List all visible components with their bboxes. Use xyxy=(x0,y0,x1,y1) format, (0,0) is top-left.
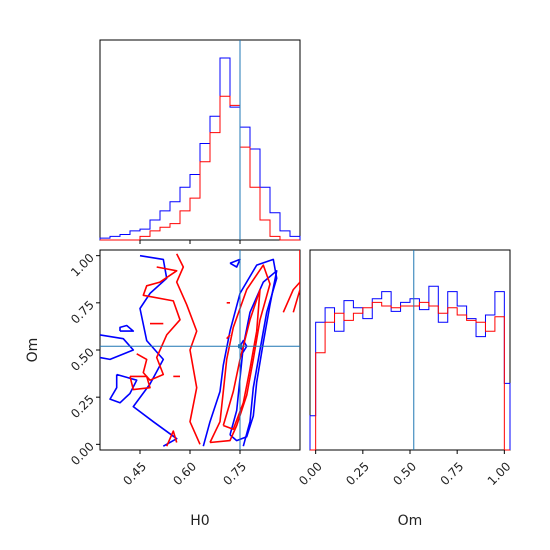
contour-red xyxy=(175,253,201,445)
contour-blue xyxy=(229,270,278,442)
h0-tick-label: 0.45 xyxy=(120,459,149,488)
om-tick-label: 0.75 xyxy=(68,298,97,327)
contour-blue xyxy=(202,258,278,447)
om-histogram-xlabel: Om xyxy=(398,513,423,529)
om-histogram-tick-label: 1.00 xyxy=(485,459,514,488)
h0-histogram-red-step xyxy=(100,95,300,241)
om-histogram-tick-label: 0.25 xyxy=(343,459,372,488)
h0-histogram-blue-step xyxy=(99,57,301,240)
contour-blue xyxy=(229,258,241,268)
contour-red xyxy=(226,334,231,340)
om-axis-ticks: 0.00 0.25 0.50 0.75 1.00 xyxy=(68,251,100,468)
om-tick-label: 0.25 xyxy=(68,392,97,421)
truth-marker xyxy=(238,344,242,349)
contour-red xyxy=(136,266,181,381)
contour-blue xyxy=(100,334,135,361)
contour-blue xyxy=(109,373,138,404)
contour-lines xyxy=(100,250,300,447)
h0-histogram-series xyxy=(99,57,301,241)
om-tick-label: 0.00 xyxy=(68,439,97,468)
contour-red xyxy=(165,430,178,447)
om-histogram-tick-label: 0.50 xyxy=(390,459,419,488)
h0-histogram-panel xyxy=(99,39,301,244)
om-histogram-panel: 0.00 0.25 0.50 0.75 1.00 Om xyxy=(296,249,514,529)
om-tick-label: 0.50 xyxy=(68,345,97,374)
h0-axis-ticks: 0.45 0.60 0.75 xyxy=(120,450,249,488)
om-histogram-tick-label: 0.00 xyxy=(296,459,325,488)
h0-histogram-frame xyxy=(99,39,301,241)
om-histogram-series xyxy=(309,285,511,451)
contour-red xyxy=(209,264,271,444)
h0-tick-label: 0.60 xyxy=(170,459,199,488)
om-histogram-tick-label: 0.75 xyxy=(438,459,467,488)
h0-histogram-ticks xyxy=(139,240,241,244)
contour-red xyxy=(222,288,261,430)
h0-om-contour-panel: 0.45 0.60 0.75 0.00 0.25 0.50 0.75 1.00 H0 Om xyxy=(25,249,301,529)
contour-red xyxy=(282,281,300,313)
contour-red xyxy=(292,250,300,313)
contour-blue xyxy=(132,254,178,447)
contour-blue xyxy=(119,324,135,332)
om-histogram-blue-step xyxy=(309,285,511,450)
contour-red xyxy=(129,375,151,391)
om-axis-label: Om xyxy=(25,338,41,363)
om-tick-label: 1.00 xyxy=(68,251,97,280)
h0-axis-label: H0 xyxy=(190,513,209,529)
h0-tick-label: 0.75 xyxy=(220,459,249,488)
om-histogram-ticks: 0.00 0.25 0.50 0.75 1.00 xyxy=(296,450,514,488)
om-histogram-frame xyxy=(309,249,511,451)
contour-frame xyxy=(99,249,301,451)
om-histogram-red-step xyxy=(310,301,510,451)
